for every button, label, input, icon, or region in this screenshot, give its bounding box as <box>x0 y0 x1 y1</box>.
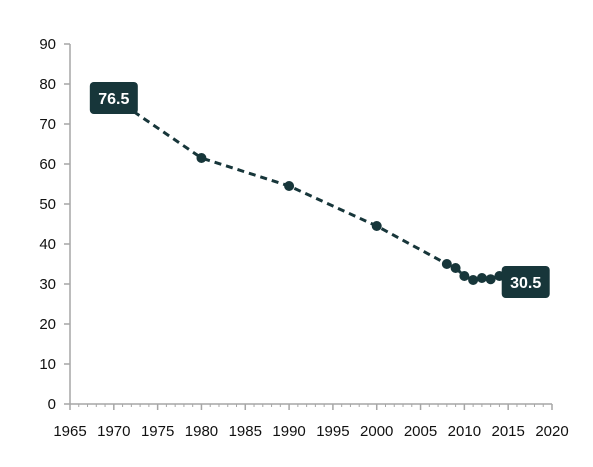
y-tick-label: 70 <box>39 116 56 133</box>
x-tick-label: 1975 <box>141 423 174 440</box>
x-tick-label: 2005 <box>404 423 437 440</box>
x-tick-label: 2015 <box>491 423 524 440</box>
y-tick-label: 0 <box>48 396 56 413</box>
x-tick-label: 1985 <box>229 423 262 440</box>
data-point <box>284 181 295 191</box>
y-tick-label: 80 <box>39 76 56 93</box>
x-tick-label: 1970 <box>97 423 130 440</box>
data-point <box>196 153 207 163</box>
y-tick-label: 10 <box>39 356 56 373</box>
y-tick-label: 60 <box>39 156 56 173</box>
x-tick-label: 2020 <box>535 423 568 440</box>
series-line <box>112 96 527 284</box>
data-point <box>485 274 496 285</box>
y-tick-label: 50 <box>39 196 56 213</box>
data-point <box>371 221 382 231</box>
axes <box>69 44 552 405</box>
data-point <box>476 273 487 283</box>
data-callouts: 76.5 30.5 <box>89 82 550 298</box>
y-axis-ticks: 0 10 20 30 40 50 60 70 80 90 <box>39 36 70 413</box>
x-tick-label: 1980 <box>185 423 218 440</box>
data-callout-label: 76.5 <box>98 91 129 108</box>
x-tick-label: 2010 <box>448 423 481 440</box>
data-point <box>459 271 470 281</box>
y-tick-label: 40 <box>39 236 56 253</box>
y-tick-label: 20 <box>39 316 56 333</box>
data-points <box>108 93 531 287</box>
x-tick-label: 1990 <box>272 423 305 440</box>
data-callout-label: 30.5 <box>510 275 541 292</box>
x-tick-label: 1995 <box>316 423 349 440</box>
x-tick-label: 1965 <box>53 423 86 440</box>
x-tick-label: 2000 <box>360 423 393 440</box>
y-tick-label: 90 <box>39 36 56 53</box>
x-axis-ticks: 1965 1970 1975 1980 1985 1990 1995 2000 2005 2010… <box>53 404 569 440</box>
series-line-group <box>112 96 527 284</box>
data-callout-box <box>89 82 138 114</box>
data-point <box>450 263 461 273</box>
y-tick-label: 30 <box>39 276 56 293</box>
data-callout-box <box>501 266 550 298</box>
data-point <box>441 259 452 269</box>
data-point <box>468 275 479 285</box>
